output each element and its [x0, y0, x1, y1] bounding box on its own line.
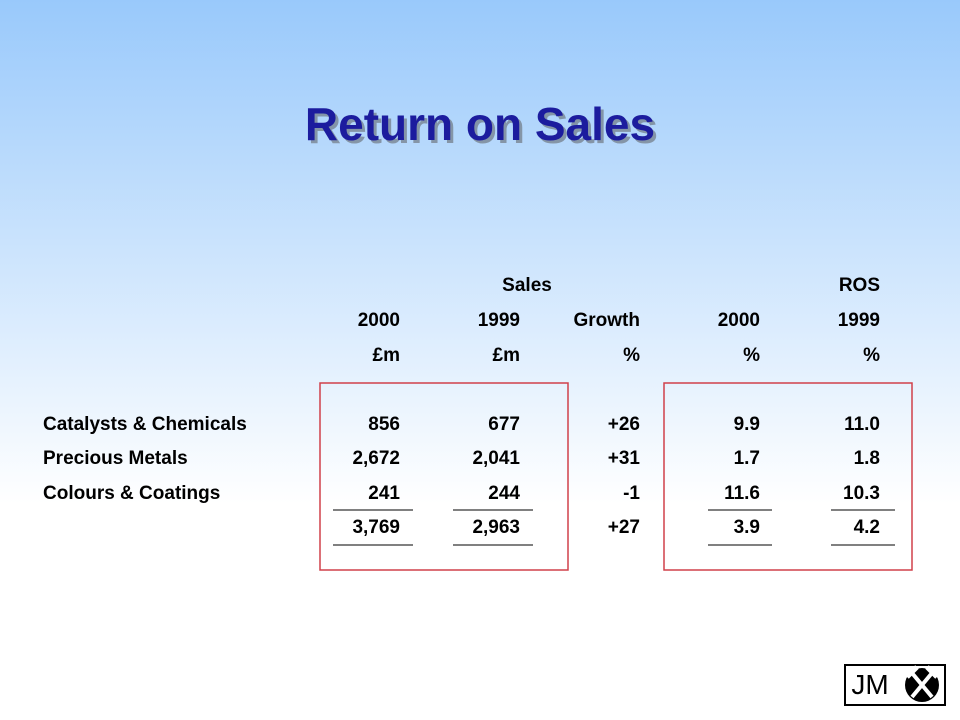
cell: 10.3 [843, 483, 880, 504]
cell: 244 [488, 483, 520, 504]
logo-text: JM [851, 669, 888, 700]
total-cell: 2,963 [472, 517, 520, 538]
logo-hammers [910, 671, 934, 699]
cell: -1 [623, 483, 640, 504]
column-header: 2000 [718, 310, 760, 331]
title-shadow: Return on Sales [308, 101, 658, 153]
column-header: 1999 [838, 310, 880, 331]
cell: 856 [368, 414, 400, 435]
column-header: 1999 [478, 310, 520, 331]
cell: 1.8 [854, 448, 880, 469]
total-cell: +27 [608, 517, 640, 538]
ros-box [663, 382, 913, 571]
cell: 9.9 [734, 414, 760, 435]
column-unit: £m [493, 345, 520, 366]
cell: +26 [608, 414, 640, 435]
cell: 1.7 [734, 448, 760, 469]
cell: 2,672 [352, 448, 400, 469]
group-header: ROS [839, 275, 880, 296]
column-header: Growth [574, 310, 641, 331]
row-label: Catalysts & Chemicals [43, 414, 247, 435]
slide-title: Return on Sales [305, 98, 655, 150]
table: Sales ROS 2000 1999 Growth 2000 1999 £m £m%% % Cat… [43, 275, 895, 546]
total-cell: 4.2 [854, 517, 880, 538]
column-unit: % [863, 345, 880, 366]
total-cell: 3,769 [352, 517, 400, 538]
cell: 677 [488, 414, 520, 435]
row-label: Precious Metals [43, 448, 188, 469]
sales-box [319, 382, 569, 571]
column-header: 2000 [358, 310, 400, 331]
cell: 11.6 [724, 483, 760, 504]
column-unit: % [743, 345, 760, 366]
column-unit: % [623, 345, 640, 366]
column-unit: £m [373, 345, 400, 366]
logo-hammer-heads [905, 665, 939, 679]
row-label: Colours & Coatings [43, 483, 220, 504]
cell: 2,041 [472, 448, 520, 469]
group-header: Sales [502, 275, 552, 296]
total-cell: 3.9 [734, 517, 760, 538]
cell: 241 [368, 483, 400, 504]
logo: JM [844, 664, 946, 706]
cell: 11.0 [844, 414, 880, 435]
cell: +31 [608, 448, 641, 469]
